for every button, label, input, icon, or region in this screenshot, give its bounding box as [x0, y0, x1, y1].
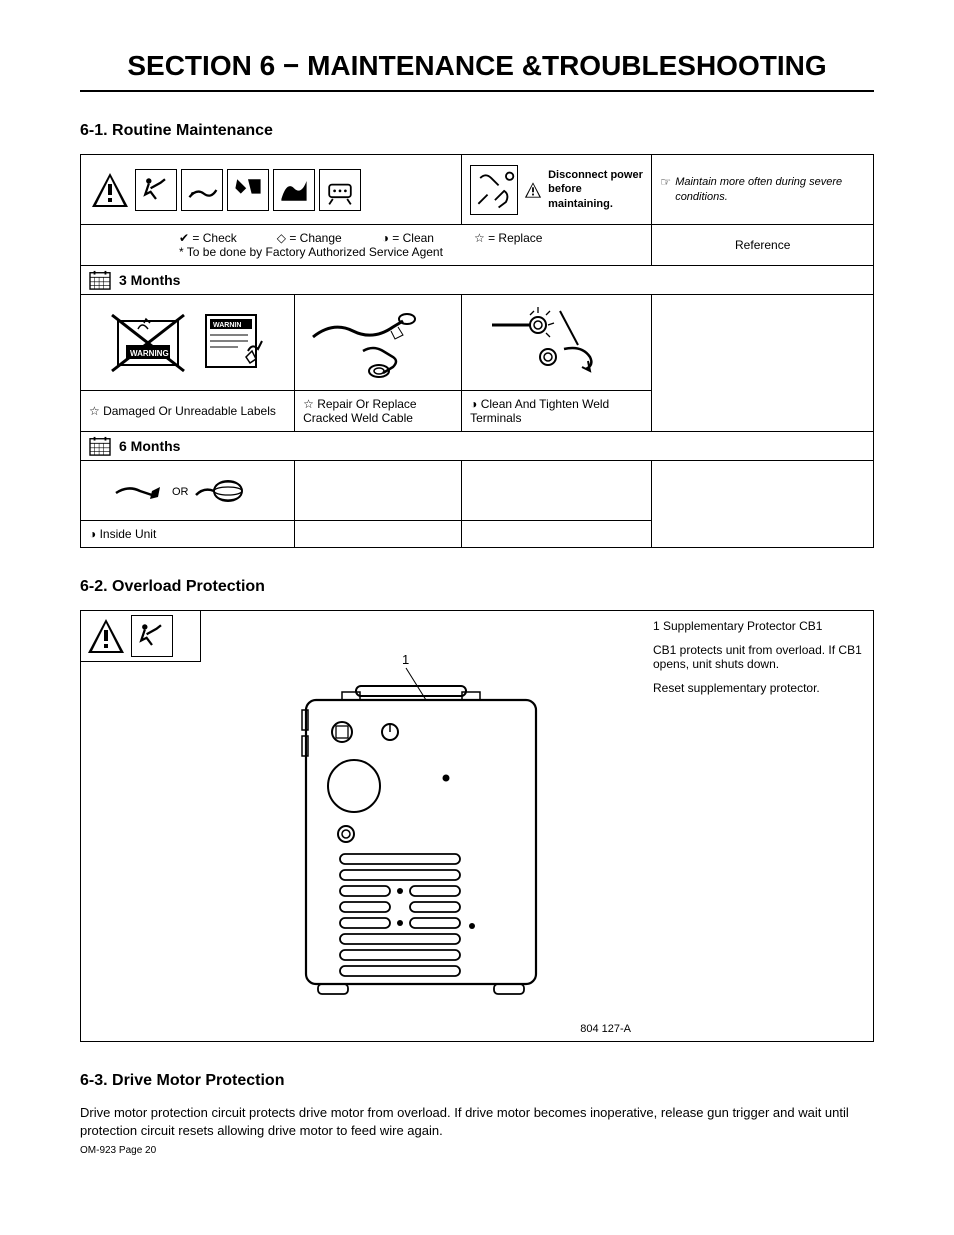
- maintenance-table: Disconnect power before maintaining. ☞ M…: [80, 154, 874, 548]
- disconnect-warning: Disconnect power before maintaining.: [548, 168, 643, 211]
- drive-motor-para: Drive motor protection circuit protects …: [80, 1104, 874, 1139]
- figure-number: 804 127-A: [580, 1023, 631, 1035]
- page-footer: OM-923 Page 20: [80, 1145, 874, 1156]
- period-3months-label: 3 Months: [119, 272, 180, 288]
- hazard-icon: [319, 169, 361, 211]
- table-header-row: Disconnect power before maintaining. ☞ M…: [81, 155, 874, 225]
- note-icon: ☞: [660, 175, 671, 189]
- task-labels-text: ☆ Damaged Or Unreadable Labels: [89, 404, 276, 418]
- hazard-icon: [273, 169, 315, 211]
- calendar-icon: [89, 436, 111, 456]
- period-6months-label: 6 Months: [119, 438, 180, 454]
- hazard-icon: [181, 169, 223, 211]
- page-title: SECTION 6 − MAINTENANCE &TROUBLESHOOTING: [80, 50, 874, 92]
- inside-unit-icon: OR: [108, 467, 268, 511]
- legend-footnote: * To be done by Factory Authorized Servi…: [89, 245, 643, 259]
- svg-text:WARNING: WARNING: [130, 349, 169, 358]
- warning-icon: [85, 615, 127, 657]
- maintain-note: Maintain more often during severe condit…: [675, 175, 865, 204]
- legend-clean: ◑ = Clean: [382, 231, 434, 245]
- terminals-task-icon: [482, 301, 632, 381]
- callout-label: 1 Supplementary Protector CB1: [653, 619, 863, 633]
- subsection-6-3-heading: 6-3. Drive Motor Protection: [80, 1072, 874, 1090]
- reference-header: Reference: [652, 225, 874, 266]
- tools-icon: [470, 165, 518, 215]
- svg-text:WARNIN: WARNIN: [213, 322, 241, 329]
- legend-replace: ☆ = Replace: [474, 231, 542, 245]
- hazard-icon-strip: [89, 169, 453, 211]
- warning-icon: [89, 169, 131, 211]
- hazard-icon: [135, 169, 177, 211]
- overload-p2: Reset supplementary protector.: [653, 681, 863, 695]
- task-cable-text: ☆ Repair Or Replace Cracked Weld Cable: [303, 397, 416, 425]
- table-row: OR: [81, 461, 874, 521]
- calendar-icon: [89, 270, 111, 290]
- svg-text:OR: OR: [172, 486, 189, 498]
- legend-row: ✔ = Check ◇ = Change ◑ = Clean ☆ = Repla…: [81, 225, 874, 266]
- hazard-icon: [131, 615, 173, 657]
- table-row: WARNING WARNIN: [81, 295, 874, 391]
- legend-check: ✔ = Check: [179, 231, 237, 245]
- subsection-6-2-heading: 6-2. Overload Protection: [80, 578, 874, 596]
- overload-figure-box: 1: [80, 610, 874, 1042]
- labels-task-icon: WARNING WARNIN: [98, 301, 278, 381]
- cable-task-icon: [303, 301, 453, 381]
- period-6months-row: 6 Months: [81, 432, 874, 461]
- task-inside-unit-text: ◑ Inside Unit: [89, 527, 156, 541]
- subsection-6-1-heading: 6-1. Routine Maintenance: [80, 122, 874, 140]
- warning-icon: [524, 180, 542, 200]
- overload-p1: CB1 protects unit from overload. If CB1 …: [653, 643, 863, 671]
- callout-number: 1: [402, 652, 409, 667]
- task-terminals-text: ◑ Clean And Tighten Weld Terminals: [470, 397, 609, 425]
- period-3months-row: 3 Months: [81, 266, 874, 295]
- unit-diagram: 1: [282, 646, 562, 1006]
- legend-change: ◇ = Change: [277, 231, 342, 245]
- hazard-icon: [227, 169, 269, 211]
